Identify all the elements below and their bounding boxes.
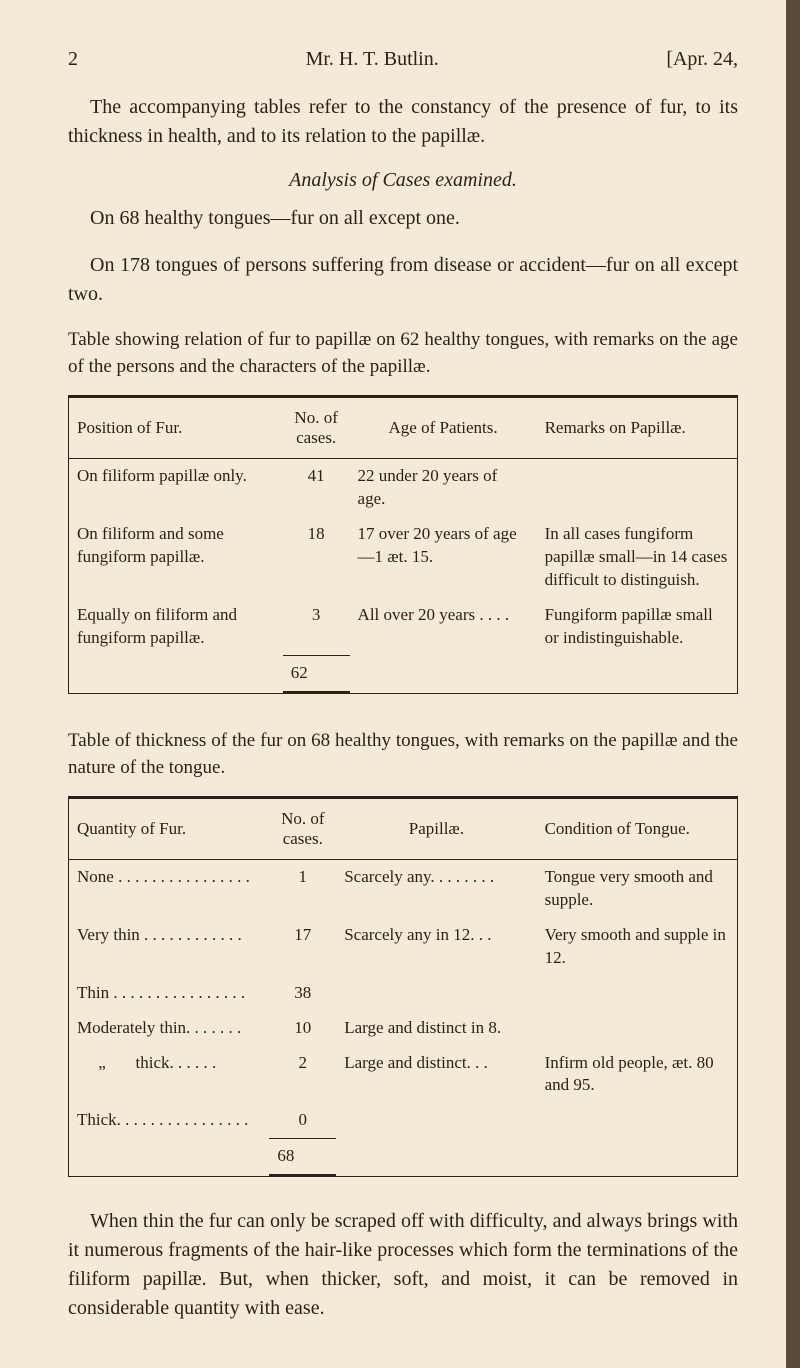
table2-total-row: 68 bbox=[69, 1139, 737, 1175]
t1r1c1: On filiform papillæ only. bbox=[69, 458, 283, 516]
t2r3c4 bbox=[537, 976, 737, 1011]
table-row: On filiform and some fungiform papillæ. … bbox=[69, 517, 737, 598]
t2r2c2: 17 bbox=[269, 918, 336, 976]
t2r6c2: 0 bbox=[269, 1103, 336, 1138]
table1-header-row: Position of Fur. No. of cases. Age of Pa… bbox=[69, 397, 737, 459]
table-row: Moderately thin. . . . . . . 10 Large an… bbox=[69, 1011, 737, 1046]
para-68: On 68 healthy tongues—fur on all except … bbox=[68, 204, 738, 233]
table1: Position of Fur. No. of cases. Age of Pa… bbox=[69, 396, 737, 693]
t1r3c1: Equally on filiform and fungiform papill… bbox=[69, 598, 283, 656]
header-date: [Apr. 24, bbox=[666, 48, 738, 71]
t1r3c4: Fungiform papillæ small or indistinguish… bbox=[537, 598, 737, 656]
table2-caption: Table of thickness of the fur on 68 heal… bbox=[68, 728, 738, 782]
t2r1c1: None . . . . . . . . . . . . . . . . bbox=[69, 859, 269, 917]
t2r1c3: Scarcely any. . . . . . . . bbox=[336, 859, 536, 917]
closing-paragraph: When thin the fur can only be scraped of… bbox=[68, 1207, 738, 1323]
table2-h1: Quantity of Fur. bbox=[69, 798, 269, 860]
t2r2c1: Very thin . . . . . . . . . . . . bbox=[69, 918, 269, 976]
t2r2c4: Very smooth and supple in 12. bbox=[537, 918, 737, 976]
t2r2c3: Scarcely any in 12. . . bbox=[336, 918, 536, 976]
table-row: Thin . . . . . . . . . . . . . . . . 38 bbox=[69, 976, 737, 1011]
t1r1c3: 22 under 20 years of age. bbox=[350, 458, 537, 516]
t2r3c3 bbox=[336, 976, 536, 1011]
t2r6c4 bbox=[537, 1103, 737, 1138]
t1r3c3: All over 20 years . . . . bbox=[350, 598, 537, 656]
t2r5c1: „ thick. . . . . . bbox=[69, 1046, 269, 1104]
table2-header-row: Quantity of Fur. No. of cases. Papillæ. … bbox=[69, 798, 737, 860]
t2r3c2: 38 bbox=[269, 976, 336, 1011]
t2r4c2: 10 bbox=[269, 1011, 336, 1046]
intro-paragraph: The accompanying tables refer to the con… bbox=[68, 93, 738, 151]
table1-total-row: 62 bbox=[69, 656, 737, 692]
analysis-heading: Analysis of Cases examined. bbox=[68, 169, 738, 192]
table2: Quantity of Fur. No. of cases. Papillæ. … bbox=[69, 797, 737, 1176]
table1-wrapper: Position of Fur. No. of cases. Age of Pa… bbox=[68, 395, 738, 694]
table2-h2: No. of cases. bbox=[269, 798, 336, 860]
t1r2c1: On filiform and some fungiform papillæ. bbox=[69, 517, 283, 598]
t1r1c2: 41 bbox=[283, 458, 350, 516]
table1-h3: Age of Patients. bbox=[350, 397, 537, 459]
t2r6c1: Thick. . . . . . . . . . . . . . . . bbox=[69, 1103, 269, 1138]
table2-h3: Papillæ. bbox=[336, 798, 536, 860]
table1-h4: Remarks on Papillæ. bbox=[537, 397, 737, 459]
t1r2c4: In all cases fungiform papillæ small—in … bbox=[537, 517, 737, 598]
table2-h4: Condition of Tongue. bbox=[537, 798, 737, 860]
t2-total: 68 bbox=[269, 1139, 336, 1175]
t2r4c1: Moderately thin. . . . . . . bbox=[69, 1011, 269, 1046]
t2r1c4: Tongue very smooth and supple. bbox=[537, 859, 737, 917]
table-row: Very thin . . . . . . . . . . . . 17 Sca… bbox=[69, 918, 737, 976]
table-row: „ thick. . . . . . 2 Large and distinct.… bbox=[69, 1046, 737, 1104]
table2-wrapper: Quantity of Fur. No. of cases. Papillæ. … bbox=[68, 796, 738, 1177]
t1r1c4 bbox=[537, 458, 737, 516]
t2r1c2: 1 bbox=[269, 859, 336, 917]
t2r6c3 bbox=[336, 1103, 536, 1138]
t1r3c2: 3 bbox=[283, 598, 350, 656]
header-author: Mr. H. T. Butlin. bbox=[78, 48, 666, 71]
table1-h2: No. of cases. bbox=[283, 397, 350, 459]
table1-h1: Position of Fur. bbox=[69, 397, 283, 459]
t2r5c2: 2 bbox=[269, 1046, 336, 1104]
t1-total: 62 bbox=[283, 656, 350, 692]
table-row: On filiform papillæ only. 41 22 under 20… bbox=[69, 458, 737, 516]
t2r5c3: Large and distinct. . . bbox=[336, 1046, 536, 1104]
t2r4c3: Large and distinct in 8. bbox=[336, 1011, 536, 1046]
page-number: 2 bbox=[68, 48, 78, 71]
table-row: Equally on filiform and fungiform papill… bbox=[69, 598, 737, 656]
para-178: On 178 tongues of persons suffering from… bbox=[68, 251, 738, 309]
t2r4c4 bbox=[537, 1011, 737, 1046]
t2r5c4: Infirm old people, æt. 80 and 95. bbox=[537, 1046, 737, 1104]
page-header: 2 Mr. H. T. Butlin. [Apr. 24, bbox=[68, 48, 738, 71]
table1-caption: Table showing relation of fur to papillæ… bbox=[68, 327, 738, 381]
t1r2c2: 18 bbox=[283, 517, 350, 598]
table-row: Thick. . . . . . . . . . . . . . . . 0 bbox=[69, 1103, 737, 1138]
t2r3c1: Thin . . . . . . . . . . . . . . . . bbox=[69, 976, 269, 1011]
t1r2c3: 17 over 20 years of age—1 æt. 15. bbox=[350, 517, 537, 598]
table-row: None . . . . . . . . . . . . . . . . 1 S… bbox=[69, 859, 737, 917]
